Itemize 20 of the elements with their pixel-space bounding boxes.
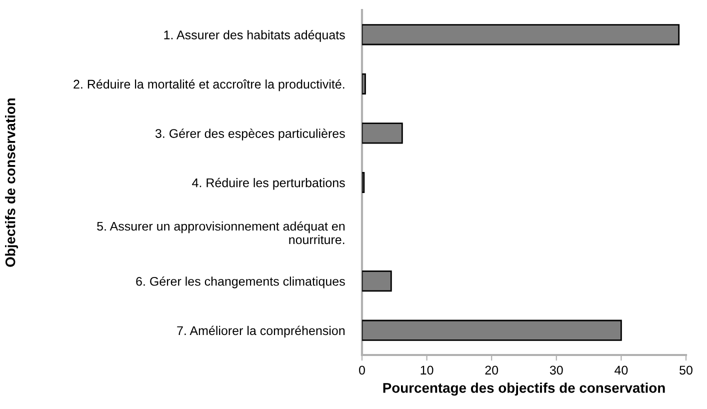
y-tick-label: 6. Gérer les changements climatiques (136, 276, 345, 288)
bar (362, 270, 392, 292)
y-axis-title: Objectifs de conservation (5, 98, 18, 267)
x-tick-label: 40 (614, 366, 628, 375)
bar (362, 73, 366, 94)
y-tick-label: 3. Gérer des espèces particulières (155, 128, 345, 140)
y-tick-label: 1. Assurer des habitats adéquats (164, 30, 345, 42)
x-tick-label: 50 (680, 366, 692, 375)
y-tick-label: 5. Assurer un approvisionnement adéquat en nourriture. (97, 221, 345, 244)
y-tick-label: 2. Réduire la mortalité et accroître la productivité. (74, 79, 344, 92)
x-tick-label: 30 (550, 366, 563, 375)
y-tick-label: 4. Réduire les perturbations (192, 178, 345, 190)
bar (362, 122, 403, 144)
x-tick-label: 0 (359, 366, 365, 375)
x-tick-label: 10 (420, 366, 434, 375)
x-tick-label: 20 (485, 366, 498, 375)
x-axis-title: Pourcentage des objectifs de conservation (383, 382, 665, 396)
y-tick-label: 7. Améliorer la compréhension (177, 326, 345, 338)
bar (362, 24, 680, 46)
bar (362, 320, 622, 341)
